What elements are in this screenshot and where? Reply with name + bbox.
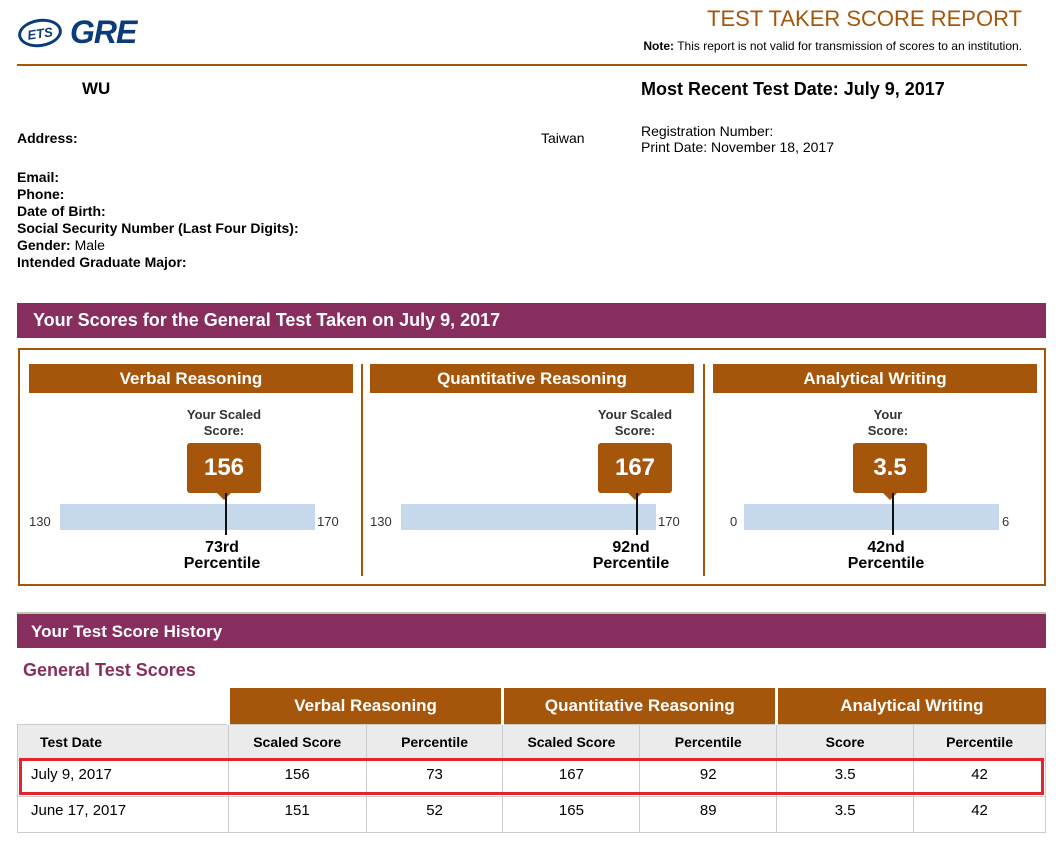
gre-logo: GRE (70, 14, 137, 50)
verbal-percentile-value: 73rd (205, 539, 239, 556)
gender-value: Male (70, 237, 105, 253)
cell-quant-percentile: 92 (639, 759, 778, 797)
email-row: Email: (17, 169, 59, 185)
scores-section-title: Your Scores for the General Test Taken o… (17, 303, 1046, 338)
cell-test-date: June 17, 2017 (17, 795, 229, 833)
note-text: This report is not valid for transmissio… (677, 39, 1022, 53)
quant-score-label: Your Scaled Score: (585, 407, 685, 439)
verbal-score-label-line2: Score: (203, 423, 245, 438)
cell-verbal-percentile: 52 (365, 795, 504, 833)
group-header-blank (17, 688, 229, 724)
verbal-scale-min: 130 (29, 514, 51, 529)
phone-row: Phone: (17, 186, 64, 202)
col-verbal-percentile: Percentile (365, 723, 504, 761)
quant-score-label-line2: Score: (614, 423, 656, 438)
quant-scale-min: 130 (370, 514, 392, 529)
panel-divider (361, 364, 363, 576)
ssn-label: Social Security Number (Last Four Digits… (17, 220, 299, 236)
print-date: Print Date: November 18, 2017 (641, 139, 834, 155)
score-panel: Verbal Reasoning Your Scaled Score: 156 … (18, 348, 1046, 586)
address-country: Taiwan (541, 130, 585, 146)
registration-block: Registration Number: Print Date: Novembe… (641, 123, 834, 155)
group-header-verbal: Verbal Reasoning (226, 688, 503, 724)
gender-label: Gender: (17, 237, 71, 253)
general-test-scores-title: General Test Scores (23, 660, 196, 680)
writing-scale-max: 6 (1002, 514, 1010, 529)
ets-logo: ETS (16, 15, 64, 50)
writing-percentile: 42nd Percentile (826, 540, 946, 572)
major-label: Intended Graduate Major: (17, 254, 187, 270)
address-row: Address: (17, 130, 78, 146)
cell-verbal-scaled: 156 (227, 759, 367, 797)
col-writing-percentile: Percentile (913, 723, 1046, 761)
header-divider (17, 64, 1027, 66)
ssn-row: Social Security Number (Last Four Digits… (17, 220, 299, 236)
quant-score-label-line1: Your Scaled (597, 407, 673, 422)
cell-quant-percentile: 89 (639, 795, 778, 833)
quant-percentile: 92nd Percentile (571, 540, 691, 572)
cell-verbal-scaled: 151 (227, 795, 367, 833)
writing-score-pointer (891, 493, 894, 535)
table-row: June 17, 2017 151 52 165 89 3.5 42 (17, 795, 1046, 833)
col-writing-score: Score (776, 723, 915, 761)
writing-percentile-value: 42nd (867, 539, 905, 556)
writing-score-box: 3.5 (853, 443, 927, 500)
cell-writing-percentile: 42 (913, 795, 1046, 833)
quant-percentile-value: 92nd (612, 539, 650, 556)
writing-scale-min: 0 (730, 514, 738, 529)
major-row: Intended Graduate Major: (17, 254, 187, 270)
panel-divider (703, 364, 705, 576)
group-header-quant: Quantitative Reasoning (501, 688, 777, 724)
quant-scale-bar (401, 504, 656, 530)
verbal-scale-max: 170 (317, 514, 339, 529)
report-note: Note: This report is not valid for trans… (643, 39, 1022, 53)
verbal-header: Verbal Reasoning (29, 364, 353, 393)
writing-scale-bar (744, 504, 999, 530)
email-label: Email: (17, 169, 60, 185)
history-section-title: Your Test Score History (17, 612, 1046, 648)
most-recent-test-date: Most Recent Test Date: July 9, 2017 (641, 79, 945, 99)
cell-writing-score: 3.5 (776, 759, 915, 797)
writing-score-label-line1: Your (873, 407, 903, 422)
test-taker-name: WU (82, 79, 111, 98)
verbal-score-label: Your Scaled Score: (174, 407, 274, 439)
registration-number-label: Registration Number: (641, 123, 774, 139)
cell-quant-scaled: 165 (502, 795, 641, 833)
cell-quant-scaled: 167 (502, 759, 641, 797)
quant-score-box: 167 (598, 443, 672, 500)
col-test-date: Test Date (17, 723, 229, 761)
cell-verbal-percentile: 73 (365, 759, 504, 797)
gender-row: Gender: Male (17, 237, 105, 253)
quant-score-pointer (635, 493, 638, 535)
cell-writing-score: 3.5 (776, 795, 915, 833)
writing-header: Analytical Writing (713, 364, 1037, 393)
verbal-score-pointer (224, 493, 227, 535)
writing-score-label-line2: Score: (867, 423, 909, 438)
verbal-percentile-word: Percentile (183, 555, 261, 572)
phone-label: Phone: (17, 186, 65, 202)
table-row: July 9, 2017 156 73 167 92 3.5 42 (17, 759, 1046, 797)
col-verbal-scaled: Scaled Score (227, 723, 367, 761)
verbal-percentile: 73rd Percentile (162, 540, 282, 572)
writing-percentile-word: Percentile (847, 555, 925, 572)
col-quant-scaled: Scaled Score (502, 723, 641, 761)
quant-scale-max: 170 (658, 514, 680, 529)
writing-score-label: Your Score: (838, 407, 938, 439)
note-label: Note: (643, 39, 675, 53)
ets-gre-logo: ETS GRE (16, 14, 137, 51)
quant-header: Quantitative Reasoning (370, 364, 694, 393)
score-history-table: Verbal Reasoning Quantitative Reasoning … (17, 688, 1046, 833)
verbal-scale-bar (60, 504, 315, 530)
dob-label: Date of Birth: (17, 203, 106, 219)
col-quant-percentile: Percentile (639, 723, 778, 761)
address-label: Address: (17, 130, 78, 146)
cell-writing-percentile: 42 (913, 759, 1046, 797)
verbal-score-box: 156 (187, 443, 261, 500)
group-header-writing: Analytical Writing (775, 688, 1046, 724)
cell-test-date: July 9, 2017 (17, 759, 229, 797)
quant-percentile-word: Percentile (592, 555, 670, 572)
verbal-score-label-line1: Your Scaled (186, 407, 262, 422)
report-title: TEST TAKER SCORE REPORT (707, 6, 1022, 31)
dob-row: Date of Birth: (17, 203, 106, 219)
